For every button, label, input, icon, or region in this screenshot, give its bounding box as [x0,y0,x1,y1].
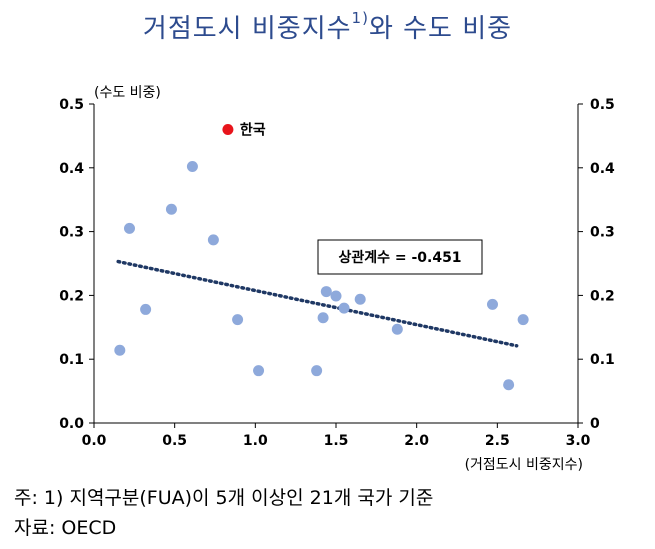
data-point [207,234,219,246]
x-tick-label: 3.0 [566,433,591,449]
data-point [517,314,529,326]
y-tick-label-left: 0.3 [59,225,84,241]
chart-title-superscript: 1) [351,9,369,28]
x-tick-label: 0.5 [162,433,187,449]
y-tick-label-left: 0.5 [59,97,84,113]
x-tick-label: 1.0 [243,433,268,449]
data-point [317,312,329,324]
y-axis-label: (수도 비중) [94,85,161,101]
trend-line [116,259,519,348]
data-point [232,314,244,326]
x-tick-label: 2.0 [404,433,429,449]
data-point [253,365,265,377]
data-point [123,222,135,234]
data-point [391,323,403,335]
chart-title-tail: 와 수도 비중 [368,14,513,44]
y-tick-label-left: 0.1 [59,352,84,368]
data-point [114,344,126,356]
chart-title: 거점도시 비중지수1)와 수도 비중 [0,8,655,45]
y-tick-label-right: 0.3 [590,225,615,241]
y-tick-label-left: 0.4 [59,161,84,177]
x-tick-label: 0.0 [82,433,107,449]
data-point [503,379,515,391]
y-tick-label-right: 0.2 [590,288,615,304]
data-point [311,365,323,377]
highlight-label: 한국 [240,123,266,139]
highlight-point [222,124,234,136]
y-tick-label-right: 0 [590,416,600,432]
data-point [320,286,332,298]
data-point [486,298,498,310]
y-tick-label-left: 0.0 [59,416,84,432]
data-point [165,203,177,215]
data-point [140,303,152,315]
x-tick-label: 2.5 [485,433,510,449]
annotation-box [317,239,483,275]
data-point [330,290,342,302]
data-point [354,293,366,305]
annotation-text: 상관계수 = -0.451 [338,249,461,266]
y-tick-label-right: 0.5 [590,97,615,113]
scatter-chart: (수도 비중) (거점도시 비중지수) 0.0 0.5 1.0 1.5 2.0 2.5 3.… [59,85,615,473]
data-point [186,161,198,173]
chart-title-main: 거점도시 비중지수 [142,14,352,44]
y-tick-label-left: 0.2 [59,288,84,304]
footnote-source: 자료: OECD [14,517,117,539]
data-point [338,302,350,314]
x-tick-label: 1.5 [324,433,349,449]
footnote-note: 주: 1) 지역구분(FUA)이 5개 이상인 21개 국가 기준 [14,487,434,509]
y-tick-label-right: 0.4 [590,161,615,177]
y-tick-label-right: 0.1 [590,352,615,368]
x-axis-label: (거점도시 비중지수) [465,457,583,473]
